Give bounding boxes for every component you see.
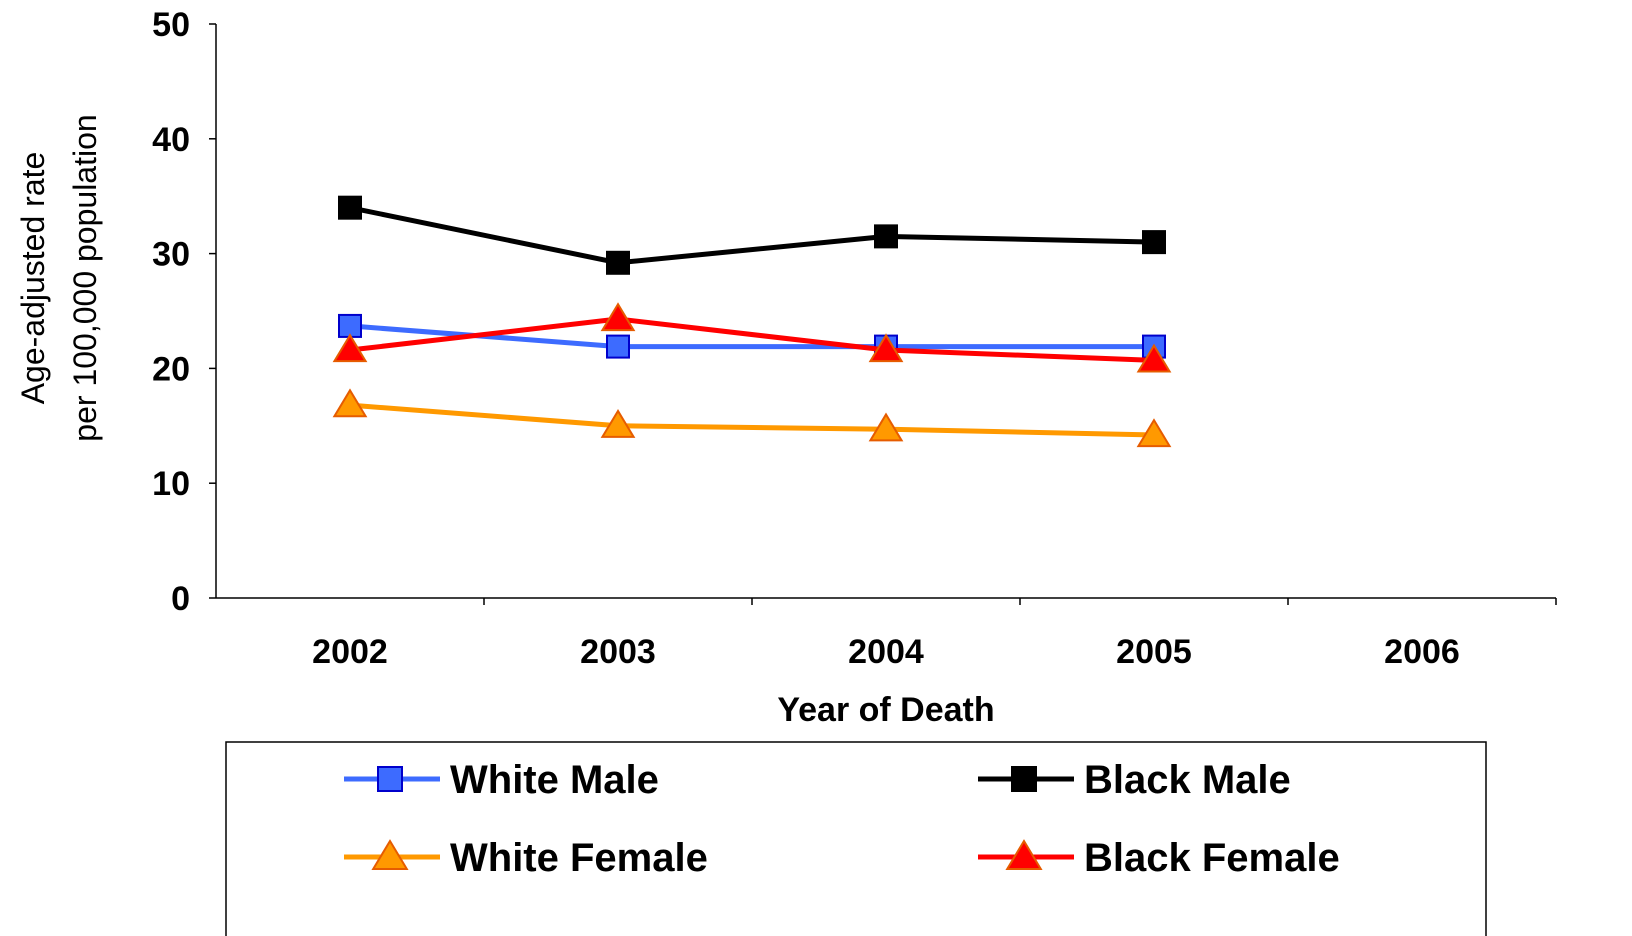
legend-item-black-male: Black Male	[978, 758, 1291, 802]
legend-label: White Female	[450, 836, 708, 880]
axes	[215, 24, 1556, 599]
legend-item-black-female: Black Female	[978, 836, 1340, 880]
legend-items: White Male Black Male White Female Black Fe…	[344, 758, 1340, 880]
legend-box	[225, 741, 1487, 936]
y-tick-label: 10	[152, 465, 190, 503]
series-line	[349, 316, 1155, 363]
x-tick-label: 2002	[312, 633, 388, 671]
series-line	[349, 402, 1155, 438]
data-point	[606, 334, 630, 359]
legend: White Male Black Male White Female Black Fe…	[225, 741, 1487, 936]
x-ticks: 2002 2003 2004 2005 2006	[312, 598, 1557, 671]
series-white-female	[332, 388, 1172, 448]
data-point	[1142, 230, 1166, 255]
data-point	[600, 409, 636, 438]
series-line	[349, 205, 1155, 266]
y-axis-title-line2: per 100,000 population	[67, 114, 103, 441]
data-point	[1136, 418, 1172, 448]
data-point	[606, 250, 630, 275]
data-point	[338, 195, 362, 220]
legend-label: Black Male	[1084, 758, 1291, 802]
data-point	[868, 412, 904, 442]
legend-item-white-male: White Male	[344, 758, 659, 802]
legend-swatch-marker	[1005, 839, 1043, 870]
legend-label: White Male	[450, 758, 659, 802]
x-axis-title: Year of Death	[777, 691, 994, 729]
data-point	[874, 224, 898, 249]
legend-swatch-marker	[371, 839, 409, 870]
y-tick-label: 30	[152, 236, 190, 274]
legend-label: Black Female	[1084, 836, 1340, 880]
y-tick-label: 50	[152, 6, 190, 44]
x-tick-label: 2005	[1116, 633, 1192, 671]
y-tick-label: 20	[152, 350, 190, 388]
legend-swatch-marker	[1011, 766, 1037, 792]
y-ticks: 0 10 20 30 40 50	[152, 6, 216, 618]
data-point	[1136, 343, 1172, 373]
series-black-female	[332, 302, 1172, 373]
legend-item-white-female: White Female	[344, 836, 708, 880]
data-point	[600, 302, 636, 332]
data-point	[332, 333, 368, 363]
legend-swatch-marker	[377, 766, 403, 792]
x-tick-label: 2004	[848, 633, 924, 671]
y-tick-label: 40	[152, 121, 190, 159]
x-tick-label: 2003	[580, 633, 656, 671]
series-layer	[332, 195, 1172, 448]
y-tick-label: 0	[171, 580, 190, 618]
x-tick-label: 2006	[1384, 633, 1460, 671]
data-point	[332, 388, 368, 418]
series-black-male	[338, 195, 1166, 275]
y-axis-title-line1: Age-adjusted rate	[15, 152, 51, 405]
data-point	[868, 333, 904, 363]
